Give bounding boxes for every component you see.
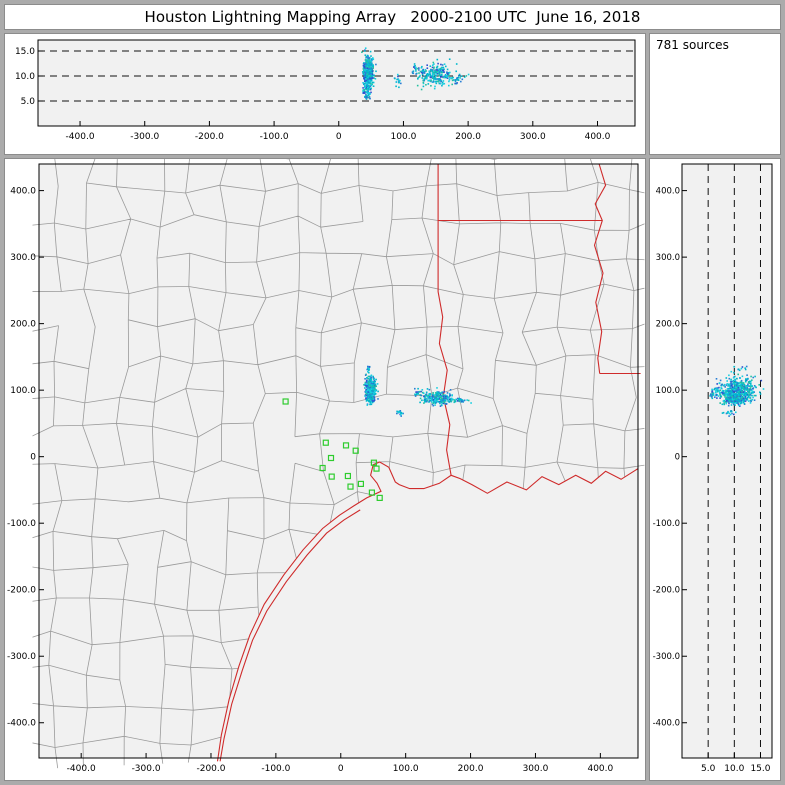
x-tick-label: -100.0 [261, 764, 290, 774]
x-tick-label: 100.0 [391, 132, 417, 142]
axis-ticks [39, 190, 601, 758]
x-tick-label: 300.0 [523, 764, 549, 774]
plan-view-map-chart[interactable]: -400.0 -300.0 -200.0 -100.0 0 100.0 200.0 300.0… [5, 159, 645, 780]
alt-tick-label: 10.0 [15, 72, 35, 82]
lma-station-marker [368, 489, 375, 496]
plot-area [682, 164, 772, 758]
y-tick-label: 200.0 [10, 320, 36, 330]
altitude-ew-panel[interactable]: -400.0 -300.0 -200.0 -100.0 0 100.0 200.0 300.0… [4, 33, 646, 155]
x-tick-label: 100.0 [393, 764, 419, 774]
alt-tick-label: 5.0 [21, 97, 36, 107]
lightning-sources-ns [709, 365, 765, 417]
source-count-label: 781 sources [656, 38, 729, 52]
boundary-coastline [216, 461, 639, 762]
altitude-gridlines [38, 50, 635, 102]
y-tick-label: 400.0 [10, 187, 36, 197]
x-tick-label: -200.0 [195, 132, 224, 142]
lma-station-marker [328, 473, 335, 480]
altitude-vs-ew-chart[interactable]: -400.0 -300.0 -200.0 -100.0 0 100.0 200.0 300.0… [5, 34, 645, 154]
y-tick-label: -400.0 [7, 719, 36, 729]
lma-station-marker [370, 459, 377, 466]
axis-ticks [682, 190, 761, 758]
lma-station-marker [344, 472, 351, 480]
x-tick-label: 200.0 [458, 764, 484, 774]
alt-tick-label: 15.0 [750, 764, 770, 774]
y-tick-label: -100.0 [653, 519, 680, 529]
source-count-panel: 781 sources [649, 33, 781, 155]
lma-station-marker [376, 494, 383, 501]
lma-station-marker [322, 439, 329, 446]
y-tick-label: -300.0 [7, 652, 36, 662]
y-tick-label: 200.0 [656, 320, 680, 330]
y-tick-label: 0 [30, 453, 36, 463]
x-tick-label: 200.0 [455, 132, 481, 142]
boundary-texas_louisiana_border [437, 164, 452, 476]
y-tick-label: -200.0 [7, 586, 36, 596]
plot-border [38, 163, 639, 759]
y-tick-label: 0 [675, 453, 680, 463]
boundary-barrier_island [219, 509, 361, 762]
ns-vs-altitude-chart[interactable]: 5.0 10.0 15.0 400.0 300.0 200.0 100.0 0 -100.0 -2… [650, 159, 780, 780]
plot-border [37, 39, 636, 127]
lma-station-marker [352, 447, 359, 454]
lma-station-marker [342, 442, 350, 449]
y-tick-label: -400.0 [653, 719, 680, 729]
lma-station-marker [327, 454, 335, 462]
x-tick-label: -100.0 [260, 132, 289, 142]
plan-view-map-panel[interactable]: -400.0 -300.0 -200.0 -100.0 0 100.0 200.0 300.0… [4, 158, 646, 781]
alt-tick-label: 5.0 [701, 764, 716, 774]
x-tick-label: 300.0 [520, 132, 546, 142]
x-tick-label: 400.0 [587, 764, 613, 774]
lightning-sources-plan [363, 365, 472, 417]
window-title: Houston Lightning Mapping Array 2000-210… [4, 4, 781, 30]
x-tick-label: -300.0 [132, 764, 161, 774]
altitude-ns-panel[interactable]: 5.0 10.0 15.0 400.0 300.0 200.0 100.0 0 -100.0 -2… [649, 158, 781, 781]
x-tick-label: -400.0 [66, 132, 95, 142]
state-borders-and-coastline [216, 163, 641, 762]
plot-area [38, 40, 635, 126]
lma-station-marker [347, 483, 354, 490]
axis-ticks [38, 50, 598, 126]
lma-station-marker [357, 480, 364, 487]
lma-station-marker [319, 464, 326, 472]
x-tick-label: -200.0 [196, 764, 225, 774]
x-tick-label: -300.0 [130, 132, 159, 142]
plot-border [681, 163, 773, 759]
x-tick-label: -400.0 [67, 764, 96, 774]
y-tick-label: 100.0 [10, 386, 36, 396]
lma-station-marker [373, 465, 380, 472]
boundary-mississippi_river_border [593, 163, 607, 374]
y-tick-label: 400.0 [656, 187, 680, 197]
y-tick-label: 300.0 [656, 253, 680, 263]
alt-tick-label: 10.0 [724, 764, 744, 774]
y-tick-label: -100.0 [7, 519, 36, 529]
y-tick-label: -200.0 [653, 586, 680, 596]
lightning-sources-ew [361, 47, 470, 100]
plot-area [39, 164, 638, 758]
alt-tick-label: 15.0 [15, 47, 35, 57]
lma-stations [282, 398, 383, 501]
y-tick-label: 100.0 [656, 386, 680, 396]
x-tick-label: 0 [336, 132, 342, 142]
x-tick-label: 0 [338, 764, 344, 774]
lma-station-marker [282, 398, 289, 405]
x-tick-label: 400.0 [585, 132, 611, 142]
y-tick-label: -300.0 [653, 652, 680, 662]
y-tick-label: 300.0 [10, 253, 36, 263]
altitude-gridlines [707, 164, 761, 758]
